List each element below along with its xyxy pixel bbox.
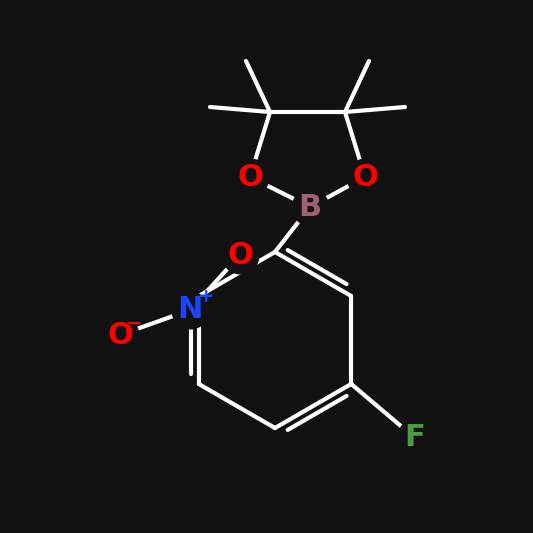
Text: −: −: [126, 313, 142, 333]
Text: N: N: [177, 295, 203, 325]
Text: B: B: [298, 192, 321, 222]
Text: F: F: [405, 424, 425, 453]
Text: +: +: [198, 287, 214, 306]
Text: O: O: [237, 163, 263, 191]
Text: O: O: [352, 163, 378, 191]
Text: O: O: [227, 240, 253, 270]
Text: O: O: [107, 320, 133, 350]
